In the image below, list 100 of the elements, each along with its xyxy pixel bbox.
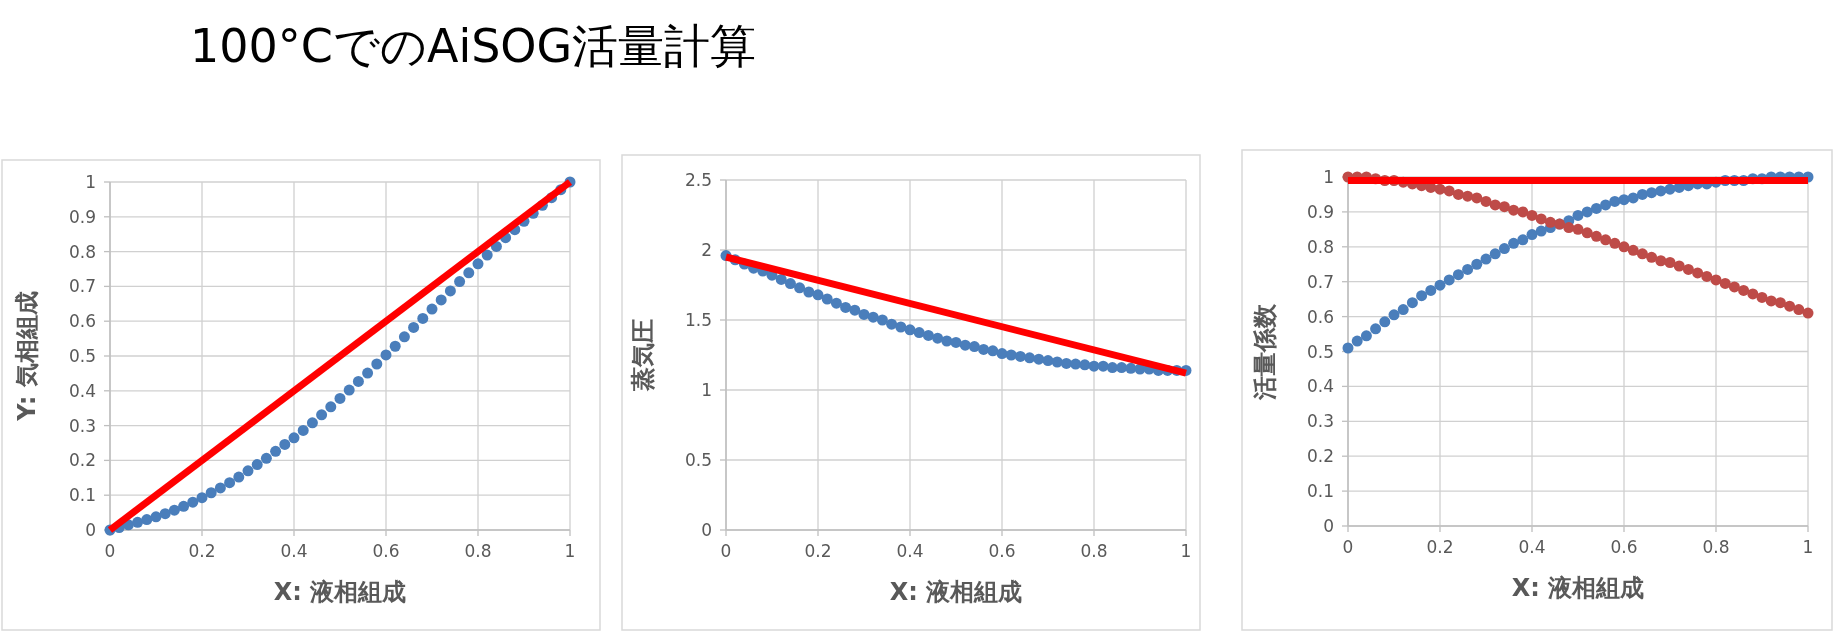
point — [1360, 330, 1372, 342]
point — [1581, 227, 1593, 239]
point — [830, 297, 842, 309]
point — [812, 289, 824, 301]
point — [1563, 222, 1575, 234]
point — [233, 471, 245, 483]
point — [1526, 229, 1538, 241]
point — [959, 339, 971, 351]
x-tick-label: 0.2 — [804, 541, 832, 561]
y-tick-label: 1 — [85, 172, 96, 192]
point — [352, 375, 364, 387]
point — [1079, 359, 1091, 371]
point — [362, 367, 374, 379]
point — [279, 438, 291, 450]
point — [913, 327, 925, 339]
x-tick-label: 0.6 — [372, 541, 400, 561]
y-tick-label: 0.4 — [1306, 376, 1334, 397]
point — [1636, 248, 1648, 260]
point — [270, 445, 282, 457]
point — [1535, 213, 1547, 225]
point — [821, 293, 833, 305]
point — [1544, 216, 1556, 228]
point — [876, 314, 888, 326]
point — [389, 340, 401, 352]
point — [1014, 350, 1026, 362]
point — [1710, 274, 1722, 286]
point — [1060, 357, 1072, 369]
point — [1636, 188, 1648, 200]
point — [1572, 223, 1584, 235]
point — [1627, 244, 1639, 256]
point — [132, 516, 144, 528]
point — [1097, 360, 1109, 372]
point — [950, 336, 962, 348]
y-tick-label: 0.7 — [68, 276, 96, 297]
point — [1370, 323, 1382, 335]
point — [1664, 183, 1676, 195]
point — [1793, 304, 1805, 316]
point — [1471, 258, 1483, 270]
point — [168, 504, 180, 516]
point — [1673, 260, 1685, 272]
point — [1498, 243, 1510, 255]
point — [1747, 288, 1759, 300]
point — [334, 392, 346, 404]
x-tick-label: 0.6 — [988, 541, 1016, 561]
point — [1406, 297, 1418, 309]
point — [1116, 362, 1128, 374]
point — [1351, 335, 1363, 347]
x-tick-label: 0.2 — [1426, 537, 1454, 557]
x-tick-label: 0.4 — [1518, 537, 1546, 557]
point — [1434, 183, 1446, 195]
x-tick-label: 1 — [1802, 537, 1814, 557]
point — [803, 286, 815, 298]
point — [996, 348, 1008, 360]
point — [1756, 291, 1768, 303]
point — [306, 417, 318, 429]
point — [1535, 225, 1547, 237]
point — [1618, 241, 1630, 253]
point — [417, 312, 429, 324]
point — [426, 303, 438, 315]
point — [251, 459, 263, 471]
point — [205, 487, 217, 499]
point — [1609, 237, 1621, 249]
x-tick-label: 0.4 — [280, 541, 308, 561]
point — [1125, 362, 1137, 374]
y-tick-label: 0 — [1323, 516, 1334, 536]
point — [775, 273, 787, 285]
y-tick-label: 0.9 — [68, 206, 96, 227]
point — [224, 477, 236, 489]
point — [922, 329, 934, 341]
point — [1480, 253, 1492, 265]
point — [858, 308, 870, 320]
point — [472, 258, 484, 270]
point — [435, 294, 447, 306]
point — [1379, 316, 1391, 328]
point — [1443, 185, 1455, 197]
x-tick-label: 0.8 — [1702, 537, 1730, 557]
point — [987, 345, 999, 357]
point — [1517, 234, 1529, 246]
point — [1397, 304, 1409, 316]
point — [1802, 307, 1814, 319]
point — [1106, 362, 1118, 374]
point — [187, 496, 199, 508]
point — [1590, 230, 1602, 242]
point — [1070, 358, 1082, 370]
point — [1452, 188, 1464, 200]
x-tick-label: 1 — [564, 541, 576, 561]
y-tick-label: 0.8 — [1306, 236, 1334, 257]
point — [1784, 300, 1796, 312]
point — [895, 321, 907, 333]
point — [297, 424, 309, 436]
y-tick-label: 0.5 — [68, 346, 96, 366]
point — [1701, 270, 1713, 282]
point — [1471, 192, 1483, 204]
point — [867, 311, 879, 323]
point — [150, 511, 162, 523]
point — [1627, 192, 1639, 204]
point — [288, 432, 300, 444]
x-axis-title: X: 液相組成 — [273, 578, 407, 606]
point — [1646, 187, 1658, 199]
y-tick-label: 2 — [701, 240, 712, 260]
